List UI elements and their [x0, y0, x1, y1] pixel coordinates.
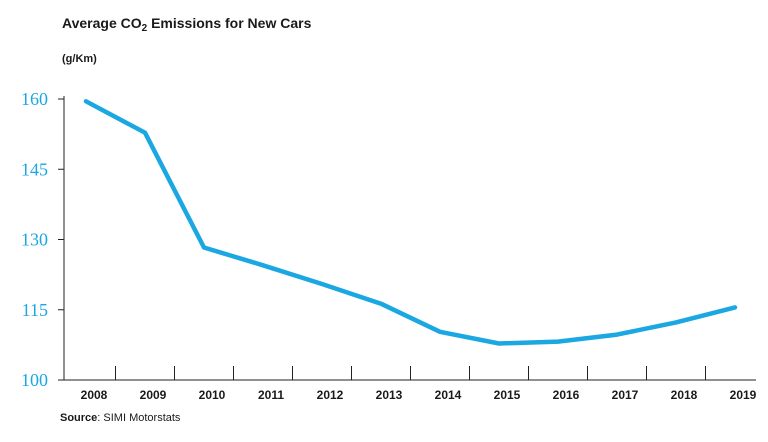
- x-tick-label: 2011: [258, 388, 284, 402]
- x-tick-label: 2012: [317, 388, 344, 402]
- x-tick-label: 2017: [612, 388, 639, 402]
- chart-title: Average CO2 Emissions for New Cars: [62, 15, 311, 34]
- source-text: : SIMI Motorstats: [97, 412, 181, 424]
- x-tick-label: 2010: [199, 388, 226, 402]
- x-tick-label: 2018: [671, 388, 698, 402]
- y-tick-label: 115: [22, 300, 48, 320]
- x-tick-label: 2016: [553, 388, 580, 402]
- y-tick-label: 130: [21, 230, 48, 250]
- x-tick-label: 2015: [494, 388, 521, 402]
- y-axis-unit-label: (g/Km): [62, 53, 97, 65]
- source-note: Source: SIMI Motorstats: [60, 412, 180, 424]
- y-tick-label: 145: [21, 159, 48, 179]
- x-tick-label: 2014: [435, 388, 462, 402]
- source-label: Source: [60, 412, 98, 424]
- x-tick-labels: 2008 2009 2010 2011 2012 2013 2014 2015 2016 2017…: [81, 388, 757, 402]
- x-tick-label: 2008: [81, 388, 108, 402]
- x-tick-label: 2013: [376, 388, 403, 402]
- series-line: [83, 99, 738, 346]
- series-layer: [83, 99, 738, 346]
- chart-title-prefix: Average CO: [62, 15, 142, 31]
- axes: [58, 96, 756, 381]
- chart-title-subscript: 2: [141, 23, 148, 34]
- x-tick-label: 2019: [730, 388, 757, 402]
- chart-title-suffix: Emissions for New Cars: [147, 15, 312, 31]
- y-tick-label: 160: [21, 89, 48, 109]
- y-tick-labels: 100 115 130 145 160: [21, 89, 48, 390]
- y-tick-label: 100: [21, 370, 48, 390]
- x-tick-label: 2009: [140, 388, 167, 402]
